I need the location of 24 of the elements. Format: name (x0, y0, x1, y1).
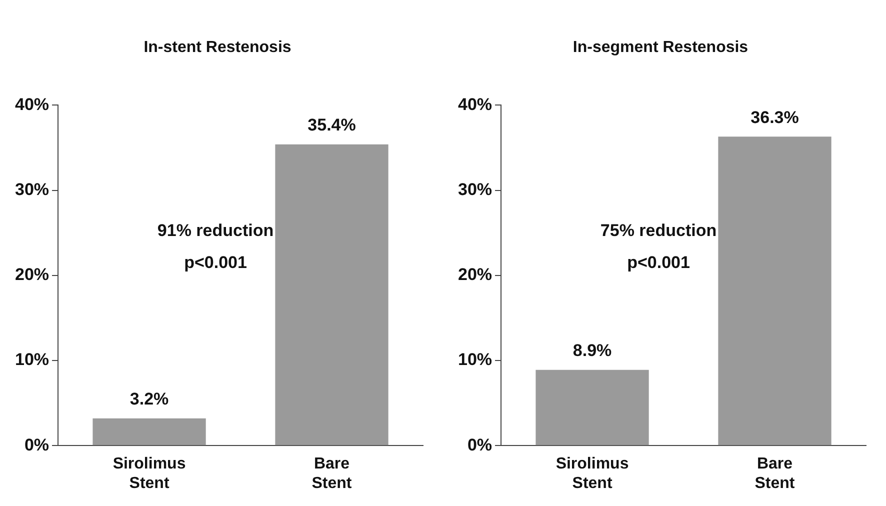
y-tick-label: 0% (467, 435, 492, 454)
y-tick-label: 20% (14, 265, 50, 284)
annotation: p<0.001 (627, 252, 690, 272)
annotation: 91% reduction (157, 220, 274, 240)
data-label: 35.4% (308, 116, 356, 135)
y-tick-label: 10% (14, 350, 50, 370)
chart-title: In-stent Restenosis (144, 39, 292, 56)
data-label: 8.9% (572, 341, 612, 360)
x-tick-label: Bare Stent (754, 456, 796, 492)
y-tick-label: 40% (14, 94, 50, 114)
y-tick-label: 20% (458, 265, 492, 284)
y-tick-label: 10% (458, 350, 492, 370)
annotation: p<0.001 (184, 252, 247, 272)
x-tick-label: Bare Stent (312, 456, 352, 492)
y-tick-label: 0% (24, 435, 50, 454)
x-tick-label: Sirolimus Stent (112, 456, 186, 492)
chart-title: In-segment Restenosis (572, 39, 748, 56)
data-label: 36.3% (750, 108, 799, 127)
annotation: 75% reduction (600, 220, 717, 240)
y-tick-label: 30% (458, 180, 492, 199)
y-tick-label: 30% (14, 180, 50, 199)
data-label: 3.2% (130, 390, 169, 409)
y-tick-label: 40% (458, 94, 492, 114)
x-tick-label: Sirolimus Stent (556, 456, 629, 492)
